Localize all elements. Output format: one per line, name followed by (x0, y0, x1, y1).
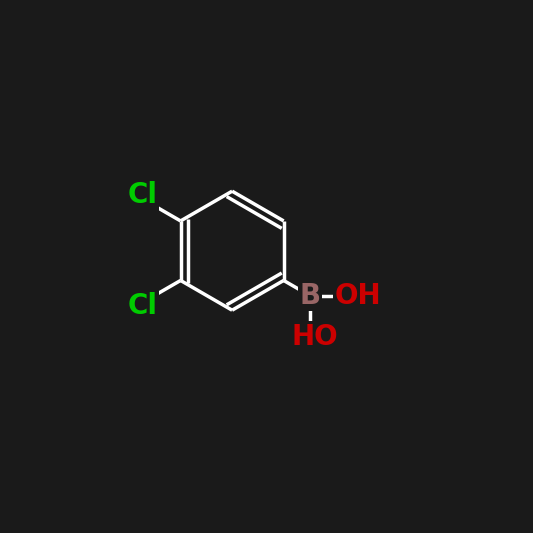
Text: OH: OH (334, 282, 381, 310)
Text: Cl: Cl (128, 292, 158, 320)
Text: Cl: Cl (128, 181, 158, 209)
Text: B: B (300, 282, 321, 310)
Text: HO: HO (291, 323, 338, 351)
